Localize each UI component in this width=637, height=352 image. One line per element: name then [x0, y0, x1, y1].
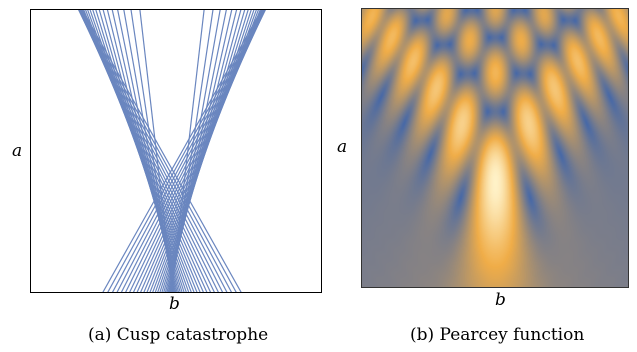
ray-line: [116, 10, 266, 292]
ray-line: [111, 10, 265, 292]
x-axis-label-b: b: [495, 290, 506, 310]
cusp-plot-frame: [30, 9, 322, 293]
caption-a: (a) Cusp catastrophe: [88, 325, 269, 345]
ray-line: [78, 10, 224, 292]
ray-line: [102, 10, 263, 292]
cusp-ray-diagram: [78, 10, 266, 292]
caption-b: (b) Pearcey function: [410, 325, 585, 345]
y-axis-label: a: [12, 141, 23, 161]
ray-line: [125, 10, 266, 292]
pearcey-intensity-map: [362, 9, 628, 287]
pearcey-plot-frame: [361, 8, 629, 288]
y-axis-label-b: a: [337, 137, 348, 157]
ray-line: [81, 10, 242, 292]
ray-line: [79, 10, 233, 292]
ray-line: [107, 10, 264, 292]
x-axis-label: b: [169, 294, 180, 314]
ray-line: [78, 10, 219, 292]
ray-line: [120, 10, 266, 292]
ray-line: [80, 10, 237, 292]
ray-line: [78, 10, 228, 292]
